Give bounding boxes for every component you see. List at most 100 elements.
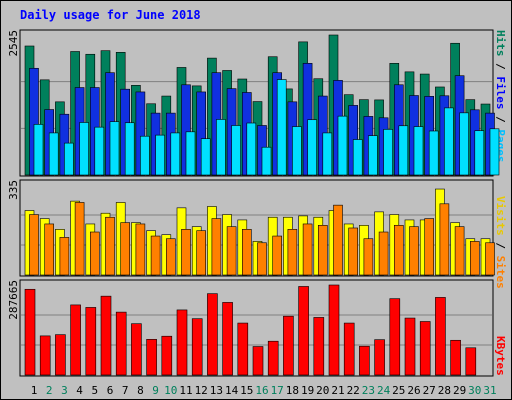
x-tick-day-19: 19 xyxy=(301,384,314,397)
x-tick-day-14: 14 xyxy=(225,384,239,397)
x-tick-day-9: 9 xyxy=(152,384,159,397)
x-tick-day-12: 12 xyxy=(195,384,208,397)
visits-sites-bar-sites-29 xyxy=(454,226,465,276)
hits-files-pages-bar-pages-1 xyxy=(33,124,44,176)
kbytes-bar-kbytes-27 xyxy=(419,321,431,376)
kbytes-bar-kbytes-20 xyxy=(313,317,325,376)
visits-sites-bar-sites-4 xyxy=(74,202,85,276)
visits-sites-bar-sites-26 xyxy=(409,226,419,276)
x-tick-day-2: 2 xyxy=(46,384,53,397)
x-tick-day-15: 15 xyxy=(240,384,253,397)
kbytes-bar-kbytes-29 xyxy=(450,339,461,376)
x-tick-day-24: 24 xyxy=(377,384,391,397)
kbytes-bar-kbytes-1 xyxy=(24,288,36,376)
kbytes-bar-kbytes-28 xyxy=(435,297,446,376)
hits-files-pages-bar-pages-30 xyxy=(474,130,485,176)
hits-files-pages-bar-pages-12 xyxy=(200,138,211,176)
x-tick-day-23: 23 xyxy=(362,384,375,397)
legend-sep: / xyxy=(494,110,507,130)
hits-files-pages-bar-pages-2 xyxy=(48,132,59,176)
x-tick-labels: 1 2 3 4 5 6 7 8 9 10 11 12 13 14 15 16 17 18 19 20 21 22 23 24 2… xyxy=(31,384,497,397)
legend-kbytes: KBytes xyxy=(494,336,507,376)
kbytes-bar-kbytes-16 xyxy=(252,346,264,376)
hits-files-pages-bar-pages-15 xyxy=(246,122,257,176)
hits-files-pages-bar-pages-19 xyxy=(307,119,317,176)
kbytes-bar-kbytes-12 xyxy=(191,318,203,376)
hits-ymax-label: 2545 xyxy=(7,30,20,57)
x-tick-day-4: 4 xyxy=(76,384,83,397)
visits-sites-bar-sites-23 xyxy=(363,238,374,276)
x-tick-day-6: 6 xyxy=(107,384,114,397)
kbytes-bar-kbytes-26 xyxy=(404,317,416,376)
chart-title: Daily usage for June 2018 xyxy=(20,8,201,22)
visits-sites-bar-sites-16 xyxy=(257,242,267,276)
hits-files-pages-bar-pages-17 xyxy=(276,79,287,176)
kbytes-bar-kbytes-15 xyxy=(237,322,249,376)
legend-sites: Sites xyxy=(494,256,507,289)
kbytes-bar-kbytes-11 xyxy=(176,309,188,376)
kbytes-bar-kbytes-10 xyxy=(161,335,173,376)
hits-files-pages-bar-pages-28 xyxy=(444,107,454,176)
visits-sites-bar-sites-13 xyxy=(211,218,222,276)
visits-sites-bar-sites-18 xyxy=(287,229,298,276)
x-tick-day-16: 16 xyxy=(255,384,268,397)
kbytes-ymax-label: 287665 xyxy=(7,280,20,320)
bars xyxy=(24,34,500,376)
visits-sites-bar-sites-11 xyxy=(181,229,191,276)
kbytes-bar-kbytes-14 xyxy=(222,302,233,376)
x-tick-day-25: 25 xyxy=(392,384,405,397)
visits-sites-bar-sites-6 xyxy=(105,216,115,276)
legend-sep: / xyxy=(494,57,507,77)
visits-sites-bar-sites-2 xyxy=(44,223,55,276)
x-tick-day-22: 22 xyxy=(347,384,360,397)
hits-files-pages-bar-pages-31 xyxy=(489,128,500,176)
hits-files-pages-bar-pages-18 xyxy=(292,126,302,176)
legend-hits: Hits xyxy=(494,30,507,57)
visits-ymax-label: 335 xyxy=(7,180,20,200)
visits-sites-bar-sites-31 xyxy=(485,242,495,276)
visits-sites-bar-sites-17 xyxy=(272,235,283,276)
visits-sites-bar-sites-30 xyxy=(469,241,480,276)
x-tick-day-27: 27 xyxy=(423,384,436,397)
legend-visits: Visits xyxy=(494,196,507,236)
hits-files-pages-bar-pages-9 xyxy=(155,134,165,176)
kbytes-bar-kbytes-5 xyxy=(85,307,97,376)
visits-sites-bar-sites-14 xyxy=(226,226,237,276)
visits-sites-bar-sites-5 xyxy=(90,231,100,276)
kbytes-legend: KBytes xyxy=(494,336,507,376)
x-tick-day-18: 18 xyxy=(286,384,299,397)
hits-files-pages-bar-pages-14 xyxy=(231,125,241,176)
hits-files-pages-bar-pages-4 xyxy=(79,122,89,176)
hits-files-pages-bar-pages-26 xyxy=(413,126,424,176)
visits-sites-bar-sites-15 xyxy=(242,229,252,276)
visits-sites-bar-sites-20 xyxy=(317,224,328,276)
kbytes-bar-kbytes-25 xyxy=(389,298,401,376)
x-tick-day-28: 28 xyxy=(438,384,451,397)
x-tick-day-5: 5 xyxy=(91,384,98,397)
visits-sites-bar-sites-9 xyxy=(150,235,161,276)
hits-files-pages-bar-pages-13 xyxy=(216,119,226,176)
visits-sites-bar-sites-22 xyxy=(348,227,359,276)
visits-sites-bar-sites-24 xyxy=(378,231,389,276)
hits-files-pages-bar-pages-10 xyxy=(170,132,181,176)
x-tick-day-26: 26 xyxy=(407,384,420,397)
x-tick-day-31: 31 xyxy=(483,384,496,397)
hits-files-pages-bar-pages-6 xyxy=(109,121,120,176)
visits-sites-bar-sites-8 xyxy=(135,223,146,276)
kbytes-bar-kbytes-6 xyxy=(100,295,112,376)
kbytes-bar-kbytes-23 xyxy=(359,345,370,376)
x-tick-day-11: 11 xyxy=(179,384,192,397)
x-tick-day-3: 3 xyxy=(61,384,68,397)
x-tick-day-17: 17 xyxy=(271,384,284,397)
hits-files-pages-bar-pages-24 xyxy=(383,129,393,176)
hits-files-pages-bar-pages-8 xyxy=(140,135,150,176)
hits-files-pages-bar-pages-5 xyxy=(94,126,105,176)
visits-sites-bar-sites-28 xyxy=(439,203,450,276)
kbytes-bar-kbytes-3 xyxy=(55,334,66,376)
x-tick-day-29: 29 xyxy=(453,384,466,397)
kbytes-bar-kbytes-17 xyxy=(267,340,279,376)
kbytes-bar-kbytes-9 xyxy=(146,339,157,376)
kbytes-bar-kbytes-13 xyxy=(207,293,218,376)
visits-legend: Visits / Sites xyxy=(494,196,507,289)
hits-files-pages-bar-pages-21 xyxy=(337,115,348,176)
